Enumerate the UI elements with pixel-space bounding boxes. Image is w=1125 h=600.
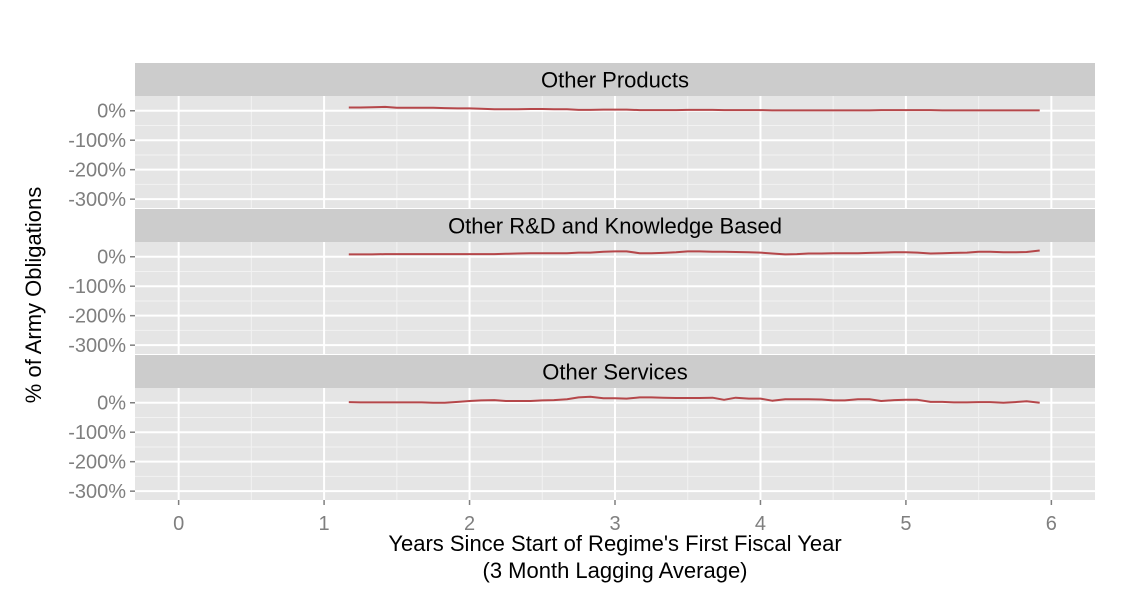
facet-strip-label: Other Products: [541, 68, 689, 93]
y-tick-label: -100%: [68, 276, 126, 298]
facet-panel: Other R&D and Knowledge Based 0% -100% -200…: [68, 209, 1095, 357]
y-tick-label: 0%: [97, 101, 126, 123]
x-axis-subtitle: (3 Month Lagging Average): [483, 558, 748, 583]
y-tick-label: -200%: [68, 452, 126, 474]
facet-strip-label: Other Services: [542, 360, 688, 385]
series-line: [348, 105, 1040, 112]
x-tick-label: 4: [755, 513, 766, 535]
x-tick-label: 6: [1046, 513, 1057, 535]
y-tick-label: -300%: [68, 189, 126, 211]
y-axis-title: % of Army Obligations: [21, 187, 46, 403]
y-tick-label: -100%: [68, 130, 126, 152]
y-tick-label: -100%: [68, 422, 126, 444]
series-line: [348, 395, 1040, 404]
y-tick-label: -200%: [68, 160, 126, 182]
y-tick-label: -300%: [68, 481, 126, 503]
x-tick-label: 0: [173, 513, 184, 535]
facet-panel: Other Products 0% -100% -200% -300%: [68, 63, 1095, 211]
facet-strip-label: Other R&D and Knowledge Based: [448, 214, 782, 239]
y-tick-label: -300%: [68, 335, 126, 357]
y-tick-label: 0%: [97, 393, 126, 415]
series-line: [348, 249, 1040, 256]
y-tick-label: 0%: [97, 247, 126, 269]
facet-strip: [135, 355, 1095, 388]
x-tick-label: 2: [464, 513, 475, 535]
x-axis: 0 1 2 3 4 5 6: [173, 500, 1057, 535]
x-tick-label: 1: [319, 513, 330, 535]
facet-panel: Other Services 0% -100% -200% -300%: [68, 355, 1095, 503]
facet-strip: [135, 63, 1095, 96]
x-tick-label: 3: [609, 513, 620, 535]
x-tick-label: 5: [900, 513, 911, 535]
y-tick-label: -200%: [68, 306, 126, 328]
x-axis-title: Years Since Start of Regime's First Fisc…: [388, 531, 841, 556]
facet-strip: [135, 209, 1095, 242]
